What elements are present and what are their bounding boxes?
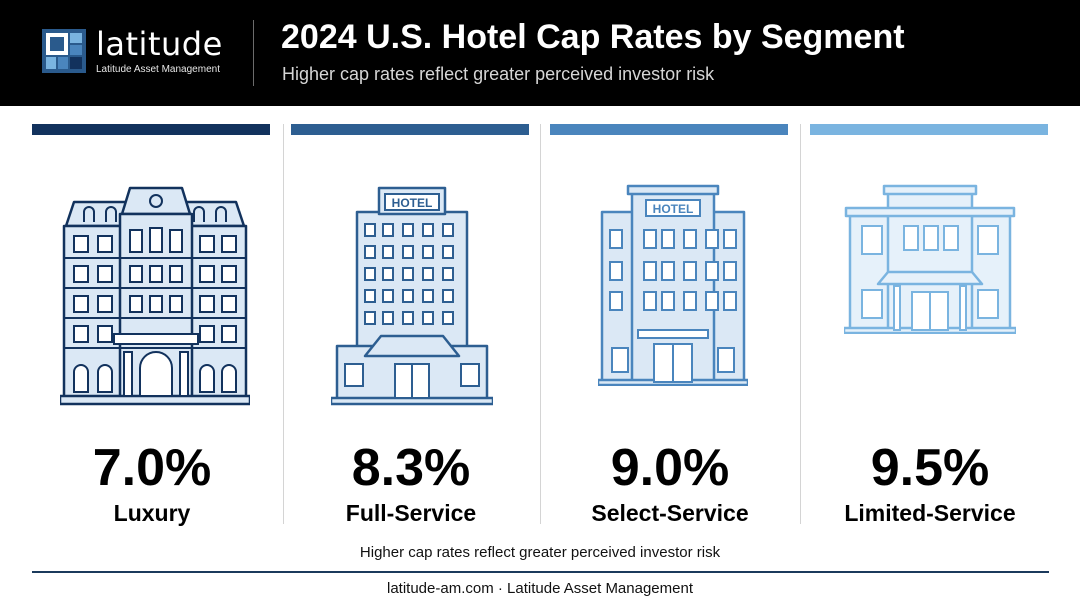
window (402, 289, 414, 303)
window (422, 311, 434, 325)
segment-label: Full-Service (345, 500, 477, 526)
segment-card-limited-service: 9.5% Limited-Service (810, 124, 1050, 526)
window (364, 311, 376, 325)
window (382, 245, 394, 259)
window (382, 289, 394, 303)
segment-card-select-service: HOTEL 9.0% Select-Service (550, 124, 790, 526)
window (442, 245, 454, 259)
window (705, 261, 719, 281)
window (705, 229, 719, 249)
window (422, 267, 434, 281)
segment-color-bar (550, 124, 788, 135)
window (364, 245, 376, 259)
page-title: 2024 U.S. Hotel Cap Rates by Segment (281, 18, 905, 56)
window (364, 289, 376, 303)
segment-color-bar (32, 124, 270, 135)
cap-rate-value: 9.0% (610, 439, 730, 497)
window (643, 291, 657, 311)
window (382, 267, 394, 281)
segment-label: Select-Service (591, 500, 749, 526)
window (705, 291, 719, 311)
window (643, 261, 657, 281)
logo-wordmark: latitude (96, 25, 223, 63)
cap-rate-value: 9.5% (870, 439, 990, 497)
window (609, 261, 623, 281)
cap-rate-value: 7.0% (92, 439, 212, 497)
latitude-logo[interactable]: latitude Latitude Asset Management (42, 25, 232, 77)
cap-rate-value: 8.3% (351, 439, 471, 497)
window (661, 261, 675, 281)
window (661, 291, 675, 311)
window (382, 311, 394, 325)
window (723, 291, 737, 311)
window (364, 223, 376, 237)
segment-label: Limited-Service (844, 500, 1016, 526)
column-divider (540, 124, 541, 524)
header-divider (253, 20, 254, 86)
segment-card-full-service: HOTEL 8.3% Full-Service (291, 124, 531, 526)
footer-divider (32, 571, 1049, 573)
footnote: Higher cap rates reflect greater perceiv… (359, 544, 721, 561)
column-divider (800, 124, 801, 524)
hotel-sign-text: HOTEL (392, 196, 433, 210)
window (422, 223, 434, 237)
logo-subtitle: Latitude Asset Management (96, 64, 220, 75)
window (442, 289, 454, 303)
window (364, 267, 376, 281)
column-divider (283, 124, 284, 524)
limited-service-hotel-icon (844, 184, 1016, 334)
window (661, 229, 675, 249)
window (683, 291, 697, 311)
luxury-hotel-icon (60, 186, 250, 406)
window (422, 289, 434, 303)
window (402, 267, 414, 281)
segment-color-bar (291, 124, 529, 135)
window (609, 291, 623, 311)
window (683, 229, 697, 249)
logo-mark-icon (42, 29, 86, 73)
window (643, 229, 657, 249)
full-service-hotel-icon: HOTEL (331, 186, 493, 406)
window (723, 261, 737, 281)
hotel-sign-text: HOTEL (653, 202, 694, 216)
select-service-hotel-icon: HOTEL (598, 184, 748, 386)
page-subtitle: Higher cap rates reflect greater perceiv… (282, 64, 715, 84)
window (442, 267, 454, 281)
window (723, 229, 737, 249)
segment-label: Luxury (113, 500, 191, 526)
footer-text[interactable]: latitude-am.com · Latitude Asset Managem… (387, 580, 693, 597)
window (683, 261, 697, 281)
window (422, 245, 434, 259)
segment-card-luxury: 7.0% Luxury (32, 124, 272, 526)
window (402, 311, 414, 325)
header-banner: latitude Latitude Asset Management 2024 … (0, 0, 1080, 106)
window (442, 311, 454, 325)
window (609, 229, 623, 249)
segment-color-bar (810, 124, 1048, 135)
window (402, 223, 414, 237)
window (402, 245, 414, 259)
window (382, 223, 394, 237)
window (442, 223, 454, 237)
